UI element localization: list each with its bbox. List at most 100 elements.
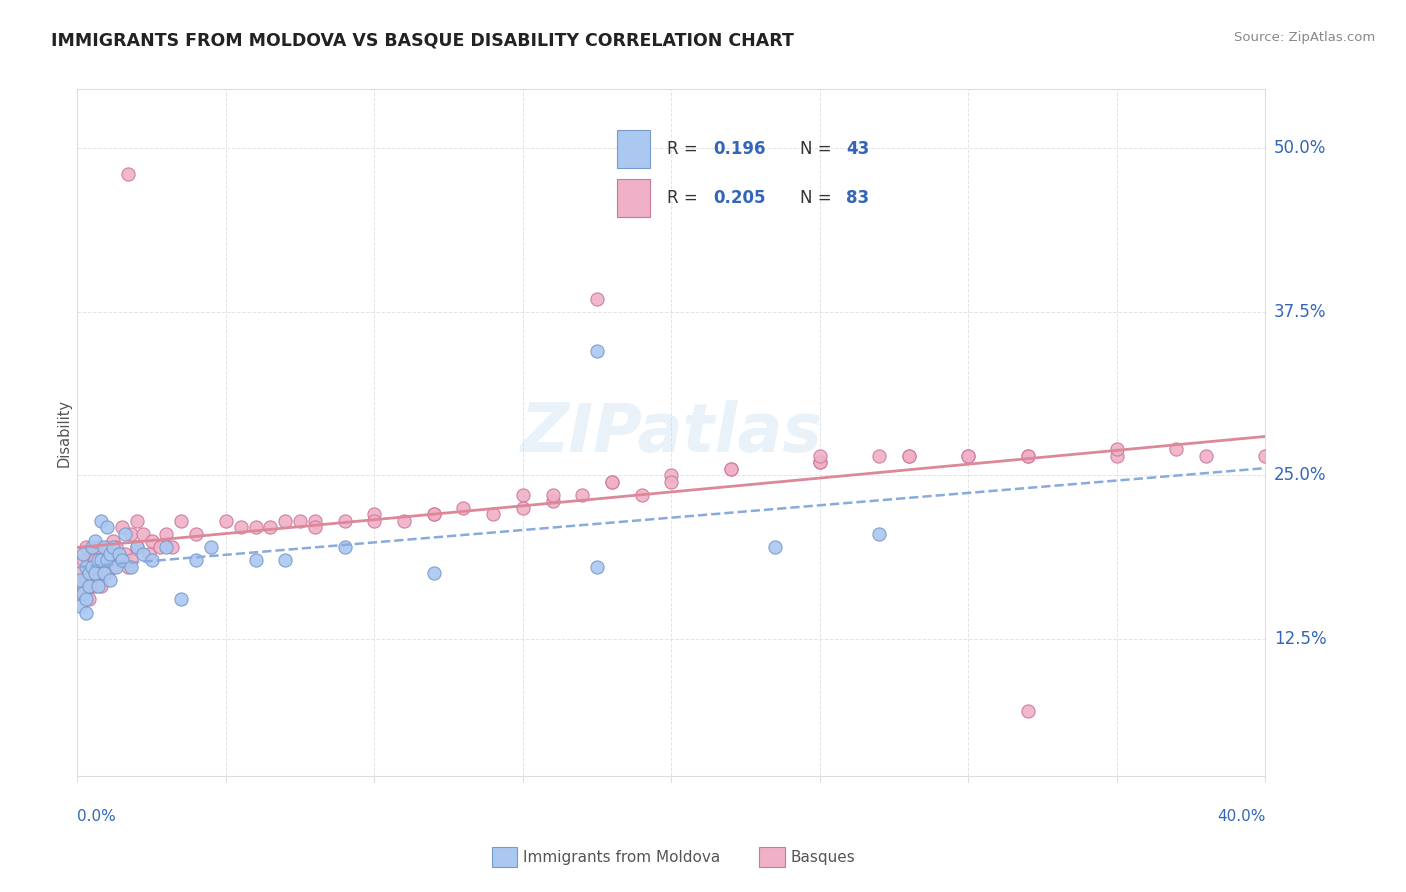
Point — [245, 553, 267, 567]
Point — [77, 566, 100, 581]
Point — [114, 527, 136, 541]
Text: Basques: Basques — [790, 850, 855, 864]
Point — [186, 527, 208, 541]
Point — [259, 520, 281, 534]
Point — [229, 520, 252, 534]
Point — [541, 494, 564, 508]
Point — [104, 559, 127, 574]
Point — [98, 547, 121, 561]
Point — [125, 514, 148, 528]
Point — [120, 559, 142, 574]
Point — [101, 540, 124, 554]
Point — [90, 553, 112, 567]
Point — [87, 579, 110, 593]
Point — [586, 343, 609, 358]
Point — [586, 292, 609, 306]
Point — [96, 540, 118, 554]
Point — [93, 559, 115, 574]
Point — [1254, 449, 1277, 463]
Point — [77, 592, 100, 607]
Point — [1017, 449, 1039, 463]
Point — [90, 514, 112, 528]
Point — [453, 500, 475, 515]
Text: 50.0%: 50.0% — [1274, 139, 1326, 157]
Point — [84, 553, 107, 567]
Point — [1166, 442, 1188, 456]
Point — [87, 566, 110, 581]
Point — [600, 475, 623, 489]
Text: 0.196: 0.196 — [713, 140, 766, 158]
Point — [87, 553, 110, 567]
Point — [808, 455, 831, 469]
Point — [898, 449, 921, 463]
Text: 37.5%: 37.5% — [1274, 302, 1326, 320]
Text: N =: N = — [800, 189, 837, 207]
Point — [125, 540, 148, 554]
Text: 12.5%: 12.5% — [1274, 630, 1326, 648]
Point — [957, 449, 980, 463]
Point — [77, 566, 100, 581]
Point — [170, 592, 193, 607]
Point — [600, 475, 623, 489]
Text: 25.0%: 25.0% — [1274, 467, 1326, 484]
Point — [98, 547, 121, 561]
Point — [131, 527, 153, 541]
Text: 83: 83 — [846, 189, 869, 207]
Point — [114, 547, 136, 561]
Point — [117, 167, 139, 181]
Point — [111, 553, 134, 567]
Point — [141, 553, 163, 567]
Point — [117, 559, 139, 574]
Point — [274, 514, 297, 528]
Point — [90, 553, 112, 567]
Point — [586, 559, 609, 574]
Point — [72, 579, 94, 593]
Point — [84, 579, 107, 593]
Point — [245, 520, 267, 534]
Point — [392, 514, 415, 528]
Point — [571, 488, 593, 502]
Point — [215, 514, 238, 528]
Point — [72, 547, 94, 561]
Point — [77, 579, 100, 593]
Point — [155, 527, 177, 541]
Point — [69, 573, 91, 587]
Y-axis label: Disability: Disability — [56, 399, 72, 467]
Point — [82, 540, 104, 554]
Point — [108, 547, 131, 561]
Point — [155, 540, 177, 554]
Point — [69, 566, 91, 581]
Text: 0.0%: 0.0% — [77, 809, 117, 823]
Point — [72, 553, 94, 567]
Point — [482, 508, 505, 522]
Point — [101, 533, 124, 548]
Point — [661, 468, 683, 483]
Point — [120, 553, 142, 567]
Point — [98, 573, 121, 587]
Point — [75, 540, 97, 554]
Point — [111, 553, 134, 567]
Point — [720, 461, 742, 475]
Point — [422, 508, 444, 522]
Point — [96, 566, 118, 581]
Point — [1195, 449, 1218, 463]
Point — [363, 508, 385, 522]
Point — [363, 514, 385, 528]
Point — [200, 540, 222, 554]
Point — [84, 533, 107, 548]
Text: 0.205: 0.205 — [713, 189, 766, 207]
Point — [333, 540, 356, 554]
Point — [1017, 704, 1039, 718]
Point — [162, 540, 184, 554]
Point — [75, 559, 97, 574]
Point — [69, 599, 91, 613]
Point — [422, 508, 444, 522]
Point — [274, 553, 297, 567]
Point — [422, 566, 444, 581]
Point — [868, 449, 890, 463]
Point — [186, 553, 208, 567]
Point — [93, 566, 115, 581]
Point — [82, 547, 104, 561]
Point — [141, 533, 163, 548]
Point — [333, 514, 356, 528]
